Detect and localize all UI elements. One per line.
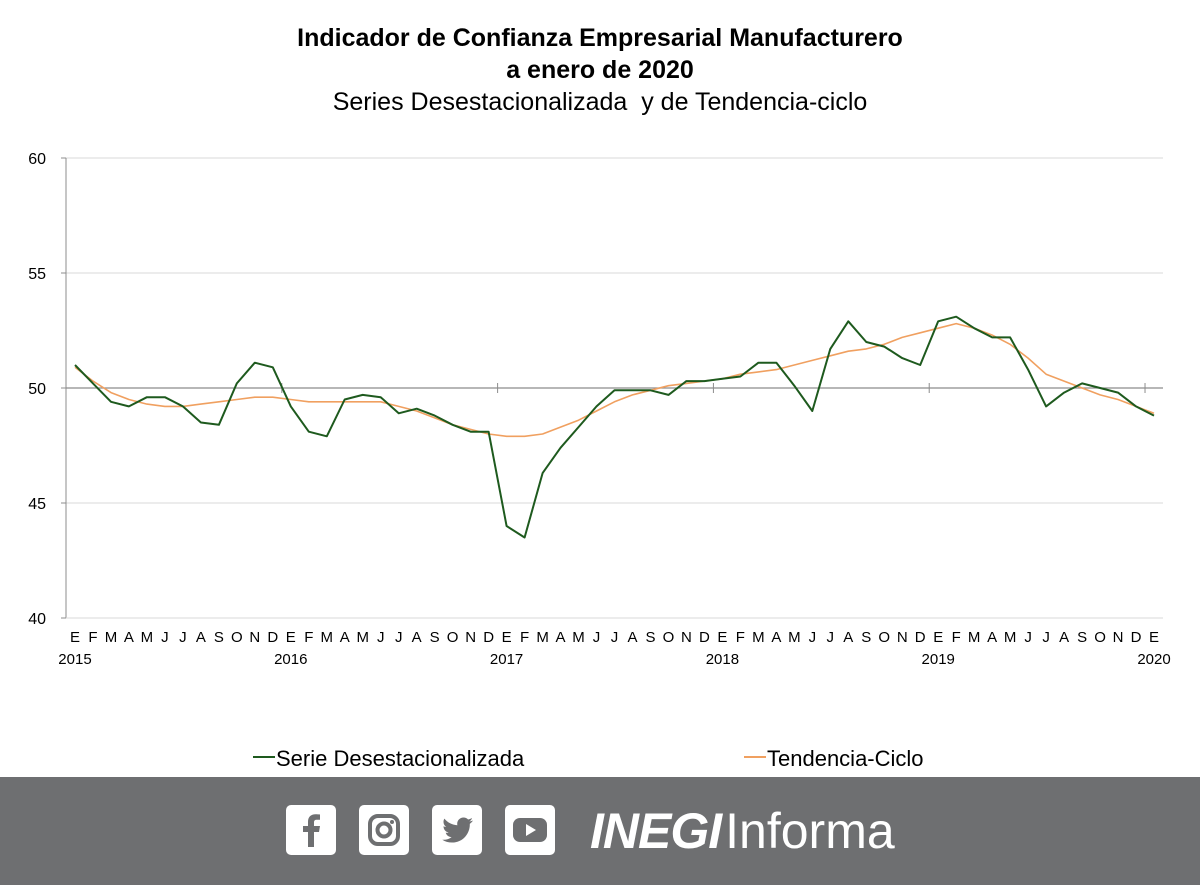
facebook-icon[interactable] <box>286 805 336 855</box>
x-month-label: M <box>321 629 334 646</box>
series-line-desestacionalizada <box>74 315 1155 539</box>
legend-label: Tendencia-Ciclo <box>767 746 924 771</box>
x-month-label: N <box>1113 629 1124 646</box>
x-month-label: O <box>231 629 243 646</box>
x-month-label: M <box>356 629 369 646</box>
y-tick-label: 45 <box>28 496 46 513</box>
x-year-label: 2015 <box>58 651 91 668</box>
x-month-label: O <box>447 629 459 646</box>
x-month-label: S <box>645 629 655 646</box>
x-month-label: A <box>340 629 350 646</box>
x-month-label: J <box>161 629 169 646</box>
footer-bar: INEGIInforma <box>0 777 1200 885</box>
x-year-label: 2017 <box>490 651 523 668</box>
x-month-label: O <box>878 629 890 646</box>
instagram-icon[interactable] <box>359 805 409 855</box>
y-tick-label: 50 <box>28 381 46 398</box>
brand-informa: Informa <box>725 803 895 859</box>
x-month-label: N <box>681 629 692 646</box>
chart-title: Indicador de Confianza Empresarial Manuf… <box>297 24 903 52</box>
x-month-label: J <box>1024 629 1032 646</box>
x-month-label: A <box>556 629 566 646</box>
x-month-label: J <box>809 629 817 646</box>
twitter-icon[interactable] <box>432 805 482 855</box>
x-month-label: M <box>536 629 549 646</box>
chart-title-date: a enero de 2020 <box>506 56 694 84</box>
chart-subtitle: Series Desestacionalizada y de Tendencia… <box>332 88 868 116</box>
x-month-label: O <box>663 629 675 646</box>
x-month-label: S <box>430 629 440 646</box>
x-month-label: A <box>771 629 781 646</box>
x-month-label: F <box>736 629 745 646</box>
x-month-label: M <box>105 629 118 646</box>
y-tick-label: 60 <box>28 151 46 168</box>
x-month-label: E <box>70 629 80 646</box>
series-line-tendencia-ciclo <box>74 322 1155 438</box>
x-year-label: 2016 <box>274 651 307 668</box>
x-month-label: A <box>627 629 637 646</box>
x-month-label: F <box>88 629 97 646</box>
y-tick-label: 40 <box>28 611 46 628</box>
x-month-label: A <box>124 629 134 646</box>
x-month-label: A <box>843 629 853 646</box>
inegi-informa-logo: INEGIInforma <box>590 801 895 861</box>
x-month-label: S <box>214 629 224 646</box>
x-month-label: E <box>286 629 296 646</box>
x-year-label: 2018 <box>706 651 739 668</box>
y-tick-label: 55 <box>28 266 46 283</box>
x-month-label: J <box>1042 629 1050 646</box>
x-year-label: 2020 <box>1137 651 1170 668</box>
x-month-label: A <box>412 629 422 646</box>
x-month-label: J <box>827 629 835 646</box>
x-month-label: D <box>483 629 494 646</box>
legend-label: Serie Desestacionalizada <box>276 746 525 771</box>
x-month-label: D <box>1131 629 1142 646</box>
x-month-label: M <box>788 629 801 646</box>
x-month-label: J <box>593 629 601 646</box>
chart-title-block: Indicador de Confianza Empresarial Manuf… <box>0 22 1200 118</box>
x-month-label: N <box>465 629 476 646</box>
x-month-label: E <box>1149 629 1159 646</box>
x-month-label: M <box>141 629 154 646</box>
x-month-label: S <box>1077 629 1087 646</box>
youtube-icon[interactable] <box>505 805 555 855</box>
x-month-label: F <box>520 629 529 646</box>
x-month-label: A <box>196 629 206 646</box>
x-month-label: M <box>968 629 981 646</box>
x-month-label: M <box>572 629 585 646</box>
x-month-label: J <box>377 629 385 646</box>
x-month-label: F <box>304 629 313 646</box>
x-month-label: D <box>267 629 278 646</box>
x-month-label: E <box>502 629 512 646</box>
x-month-label: M <box>752 629 765 646</box>
brand-inegi: INEGI <box>590 803 722 859</box>
x-month-label: D <box>699 629 710 646</box>
x-month-label: D <box>915 629 926 646</box>
x-month-label: S <box>861 629 871 646</box>
x-month-label: A <box>1059 629 1069 646</box>
x-month-label: J <box>395 629 403 646</box>
x-year-label: 2019 <box>922 651 955 668</box>
x-month-label: F <box>952 629 961 646</box>
x-month-label: N <box>897 629 908 646</box>
x-month-label: M <box>1004 629 1017 646</box>
x-month-label: J <box>611 629 619 646</box>
x-month-label: E <box>933 629 943 646</box>
x-month-label: E <box>717 629 727 646</box>
x-month-label: J <box>179 629 187 646</box>
x-month-label: N <box>249 629 260 646</box>
x-month-label: A <box>987 629 997 646</box>
x-month-label: O <box>1094 629 1106 646</box>
